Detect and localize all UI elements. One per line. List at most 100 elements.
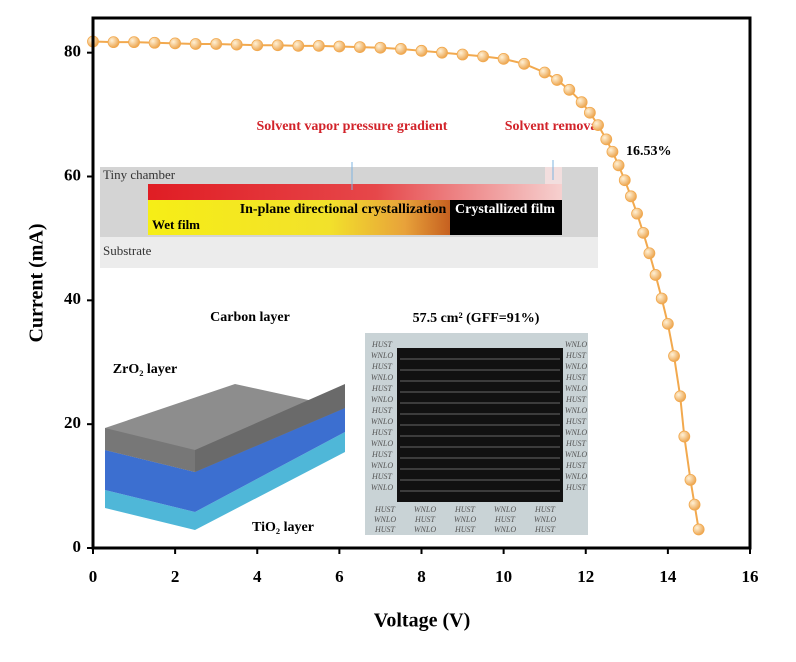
module-mark: WNLO [414, 505, 436, 514]
label: In-plane directional crystallization [240, 202, 447, 217]
module-mark: HUST [371, 450, 393, 459]
data-point [312, 39, 325, 52]
label: Solvent removal [505, 119, 602, 134]
data-point [637, 226, 650, 239]
y-tick-label: 40 [64, 289, 81, 308]
module-mark: HUST [565, 395, 587, 404]
module-mark: WNLO [414, 525, 436, 534]
annotation: 16.53% [626, 144, 672, 159]
module-mark: HUST [494, 515, 516, 524]
module-mark: WNLO [565, 428, 587, 437]
y-tick-label: 0 [73, 537, 82, 556]
x-tick-label: 8 [417, 567, 426, 586]
module-mark: WNLO [565, 340, 587, 349]
x-tick-label: 10 [495, 567, 512, 586]
data-point [551, 74, 563, 86]
data-point [292, 39, 305, 52]
module-mark: HUST [374, 525, 396, 534]
module-mark: HUST [371, 472, 393, 481]
label: Carbon layer [210, 310, 290, 325]
x-tick-label: 14 [659, 567, 677, 586]
data-point [497, 52, 510, 65]
module-mark: WNLO [371, 483, 393, 492]
zro2-layer [105, 392, 345, 512]
module-mark: HUST [565, 373, 587, 382]
data-point [674, 390, 687, 403]
data-point [456, 48, 469, 61]
data-point [169, 37, 182, 50]
data-point [688, 498, 701, 511]
module-mark: HUST [371, 384, 393, 393]
module-mark: HUST [371, 340, 393, 349]
module-mark: HUST [374, 505, 396, 514]
label: Crystallized film [455, 202, 555, 217]
y-axis-title: Current (mA) [26, 223, 48, 342]
module-mark: WNLO [371, 461, 393, 470]
x-tick-label: 4 [253, 567, 262, 586]
x-tick-label: 2 [171, 567, 180, 586]
substrate [100, 237, 598, 268]
data-point [374, 41, 387, 54]
module-mark: HUST [371, 406, 393, 415]
x-tick-label: 12 [577, 567, 594, 586]
data-point [661, 317, 674, 330]
y-tick-label: 20 [64, 413, 81, 432]
data-point [271, 39, 284, 52]
data-point [518, 57, 531, 70]
data-point [107, 36, 120, 49]
module-mark: HUST [565, 439, 587, 448]
data-point [606, 145, 619, 158]
module-mark: WNLO [494, 505, 516, 514]
data-point [436, 46, 448, 59]
label: 57.5 cm² (GFF=91%) [413, 311, 540, 326]
module-mark: HUST [565, 483, 587, 492]
data-point [631, 207, 643, 220]
module-mark: HUST [371, 428, 393, 437]
data-point [333, 40, 346, 53]
module-mark: HUST [565, 351, 587, 360]
module-mark: HUST [565, 461, 587, 470]
data-point [612, 159, 625, 172]
module-mark: HUST [534, 525, 556, 534]
module-mark: WNLO [371, 417, 393, 426]
process-inset: Solvent vapor pressure gradient Solvent … [100, 119, 601, 268]
module-mark: WNLO [565, 362, 587, 371]
data-point [395, 43, 407, 55]
x-tick-label: 0 [89, 567, 98, 586]
data-point [643, 247, 656, 260]
data-point [128, 36, 140, 49]
crystal-film [450, 200, 562, 235]
layers-inset: Carbon layer ZrO₂ layer TiO₂ layer [105, 310, 345, 535]
y-tick-label: 60 [64, 165, 81, 184]
module-mark: HUST [534, 505, 556, 514]
module-mark: HUST [414, 515, 436, 524]
label: ZrO₂ layer [113, 362, 177, 377]
data-point [230, 38, 243, 51]
module-mark: HUST [454, 525, 476, 534]
label: Wet film [152, 217, 200, 232]
data-point [415, 44, 428, 57]
data-point [655, 292, 668, 305]
data-point [678, 430, 691, 443]
data-point [575, 96, 588, 109]
data-point [684, 473, 697, 486]
module-mark: WNLO [454, 515, 476, 524]
label: Tiny chamber [103, 167, 176, 182]
label: Solvent vapor pressure gradient [257, 119, 448, 134]
module-mark: WNLO [534, 515, 556, 524]
module-inset: 57.5 cm² (GFF=91%) HUST WNLO HUST WNLO HUSTW… [365, 311, 588, 535]
data-point [251, 39, 264, 52]
data-point [649, 269, 662, 281]
data-point [600, 133, 613, 146]
module-mark: WNLO [565, 406, 587, 415]
plot-frame [91, 16, 752, 550]
data-point [148, 36, 161, 49]
module-mark: HUST [565, 417, 587, 426]
module-mark: WNLO [374, 515, 396, 524]
data-point [477, 50, 489, 63]
data-point [189, 38, 202, 50]
vapor-bar [148, 184, 562, 200]
module-mark: WNLO [565, 384, 587, 393]
data-point [210, 38, 223, 50]
